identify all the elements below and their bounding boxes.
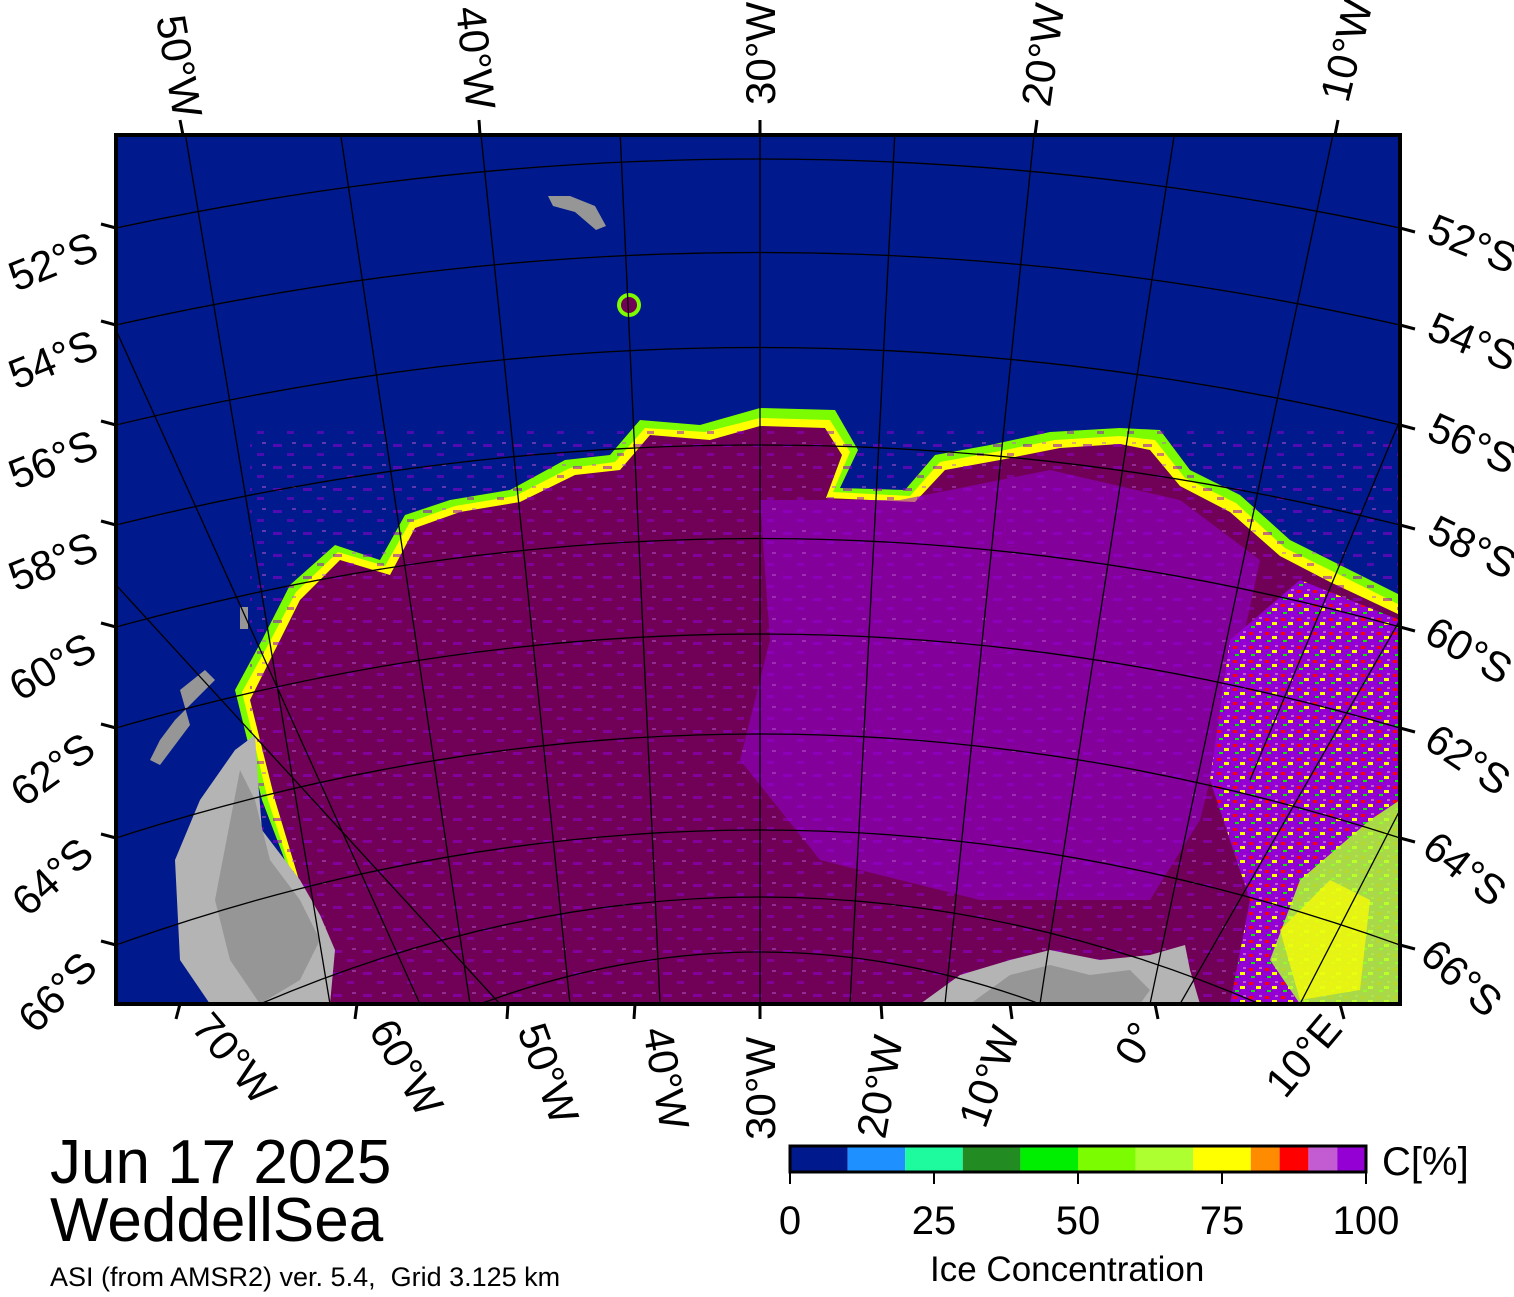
lon-label-bottom: 10°W [949, 1020, 1029, 1133]
lon-label-bottom: 20°W [848, 1031, 912, 1141]
lat-label-left: 64°S [3, 829, 102, 925]
colorbar-tick-label: 100 [1333, 1199, 1400, 1243]
colorbar-segment [1078, 1146, 1136, 1172]
lon-label-top: 10°W [1311, 0, 1382, 106]
lon-label-bottom: 70°W [183, 1004, 286, 1114]
lat-label-right: 62°S [1417, 714, 1514, 804]
region-name: WeddellSea [50, 1186, 384, 1255]
graticule [116, 135, 1400, 1004]
lat-label-left: 52°S [2, 222, 104, 300]
lat-label-right: 52°S [1422, 205, 1514, 283]
colorbar-ticks [789, 1172, 1367, 1184]
colorbar-segment [847, 1146, 906, 1172]
lon-label-bottom: 40°W [634, 1023, 698, 1133]
lat-label-right: 66°S [1412, 930, 1511, 1026]
colorbar-segment [1279, 1146, 1309, 1172]
colorbar-tick-label: 0 [779, 1199, 801, 1243]
lat-label-right: 64°S [1414, 822, 1514, 915]
lon-label-top: 30°W [737, 1, 784, 105]
frame-ticks [100, 119, 1416, 1020]
colorbar-title: Ice Concentration [930, 1250, 1205, 1289]
map-date: Jun 17 2025 [50, 1128, 392, 1197]
colorbar-tick-label: 25 [912, 1199, 957, 1243]
lat-label-left: 60°S [1, 623, 104, 709]
lat-label-right: 54°S [1422, 303, 1514, 381]
colorbar-segment [962, 1146, 1021, 1172]
colorbar-segment [1250, 1146, 1280, 1172]
lon-label-top: 50°W [147, 11, 211, 121]
lon-label-bottom: 10°E [1256, 1005, 1351, 1105]
lat-label-left: 62°S [2, 723, 104, 815]
south-shetland-islands [150, 670, 215, 765]
colorbar-segment [1193, 1146, 1251, 1172]
lon-label-bottom: 60°W [360, 1011, 452, 1124]
colorbar-segment [790, 1146, 848, 1172]
lat-label-left: 58°S [2, 522, 104, 600]
colorbar-tick-label: 50 [1056, 1199, 1101, 1243]
lon-label-bottom: 0° [1105, 1014, 1166, 1072]
colorbar-segment [905, 1146, 963, 1172]
south-georgia-island [548, 196, 606, 230]
lat-label-left: 56°S [2, 420, 104, 498]
small-island [621, 297, 637, 313]
data-source-note: ASI (from AMSR2) ver. 5.4, Grid 3.125 km [50, 1262, 561, 1292]
peninsula-dark [215, 770, 320, 1004]
colorbar-segment [1308, 1146, 1338, 1172]
map-frame [114, 133, 1402, 1006]
colorbar-segment [1020, 1146, 1078, 1172]
lat-label-right: 60°S [1418, 607, 1514, 693]
lat-label-left: 66°S [9, 943, 106, 1041]
colorbar-segment [1337, 1146, 1366, 1172]
coast-east-dark [970, 965, 1150, 1004]
colorbar: 0 25 50 75 100 [779, 1144, 1400, 1243]
colorbar-unit-label: C[%] [1382, 1140, 1469, 1184]
small-islet [240, 607, 248, 629]
eastern-low-ice-yellow [1280, 880, 1370, 1000]
colorbar-tick-label: 75 [1200, 1199, 1245, 1243]
lat-label-right: 58°S [1421, 506, 1514, 588]
lon-label-top: 40°W [447, 4, 505, 112]
lat-label-left: 54°S [2, 320, 104, 398]
lon-label-top: 20°W [1012, 0, 1073, 109]
lat-label-right: 56°S [1421, 403, 1514, 483]
ice-texture [250, 430, 1400, 1004]
lon-label-bottom: 30°W [737, 1036, 784, 1140]
lon-label-bottom: 50°W [509, 1017, 589, 1130]
colorbar-segment [1135, 1146, 1194, 1172]
